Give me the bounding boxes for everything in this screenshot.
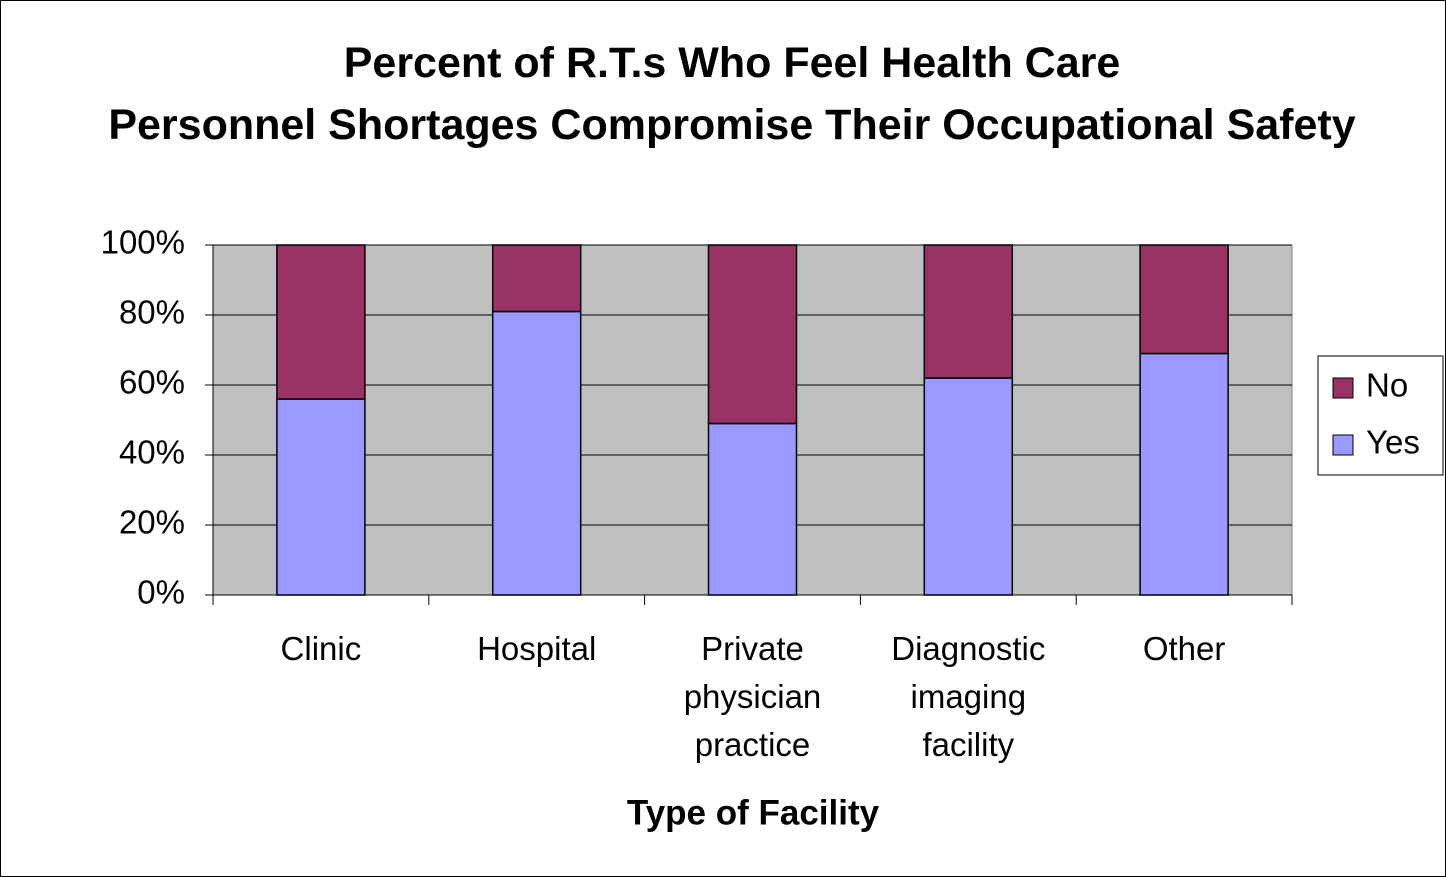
x-tick-label: Private physician practice <box>684 630 822 763</box>
legend-swatch <box>1332 434 1354 456</box>
x-tick-label: Other <box>1143 630 1226 667</box>
bar-segment <box>276 398 366 596</box>
bar-segment <box>707 244 798 425</box>
y-tick-label: 20% <box>119 504 185 541</box>
y-tick-label: 100% <box>101 224 185 261</box>
y-tick-label: 40% <box>119 434 185 471</box>
chart-title: Percent of R.T.s Who Feel Health Care Per… <box>108 39 1355 149</box>
legend-label: Yes <box>1366 424 1420 461</box>
bar-segment <box>707 422 798 596</box>
x-tick-label: Hospital <box>477 630 596 667</box>
x-tick-label: Diagnostic imaging facility <box>891 630 1045 763</box>
bar-segment <box>276 244 366 400</box>
bar-segment <box>1139 244 1229 355</box>
bar-segment <box>1139 352 1229 596</box>
bar-segment <box>491 310 582 596</box>
bar-segment <box>923 377 1014 596</box>
x-tick-label: Clinic <box>281 630 362 667</box>
bar-segment <box>491 244 582 313</box>
y-tick-label: 80% <box>119 294 185 331</box>
y-tick-label: 0% <box>137 574 185 611</box>
y-tick-label: 60% <box>119 364 185 401</box>
x-axis-label: Type of Facility <box>627 793 880 832</box>
legend-swatch <box>1332 377 1354 399</box>
legend-label: No <box>1366 367 1408 404</box>
bar-segment <box>923 244 1014 379</box>
